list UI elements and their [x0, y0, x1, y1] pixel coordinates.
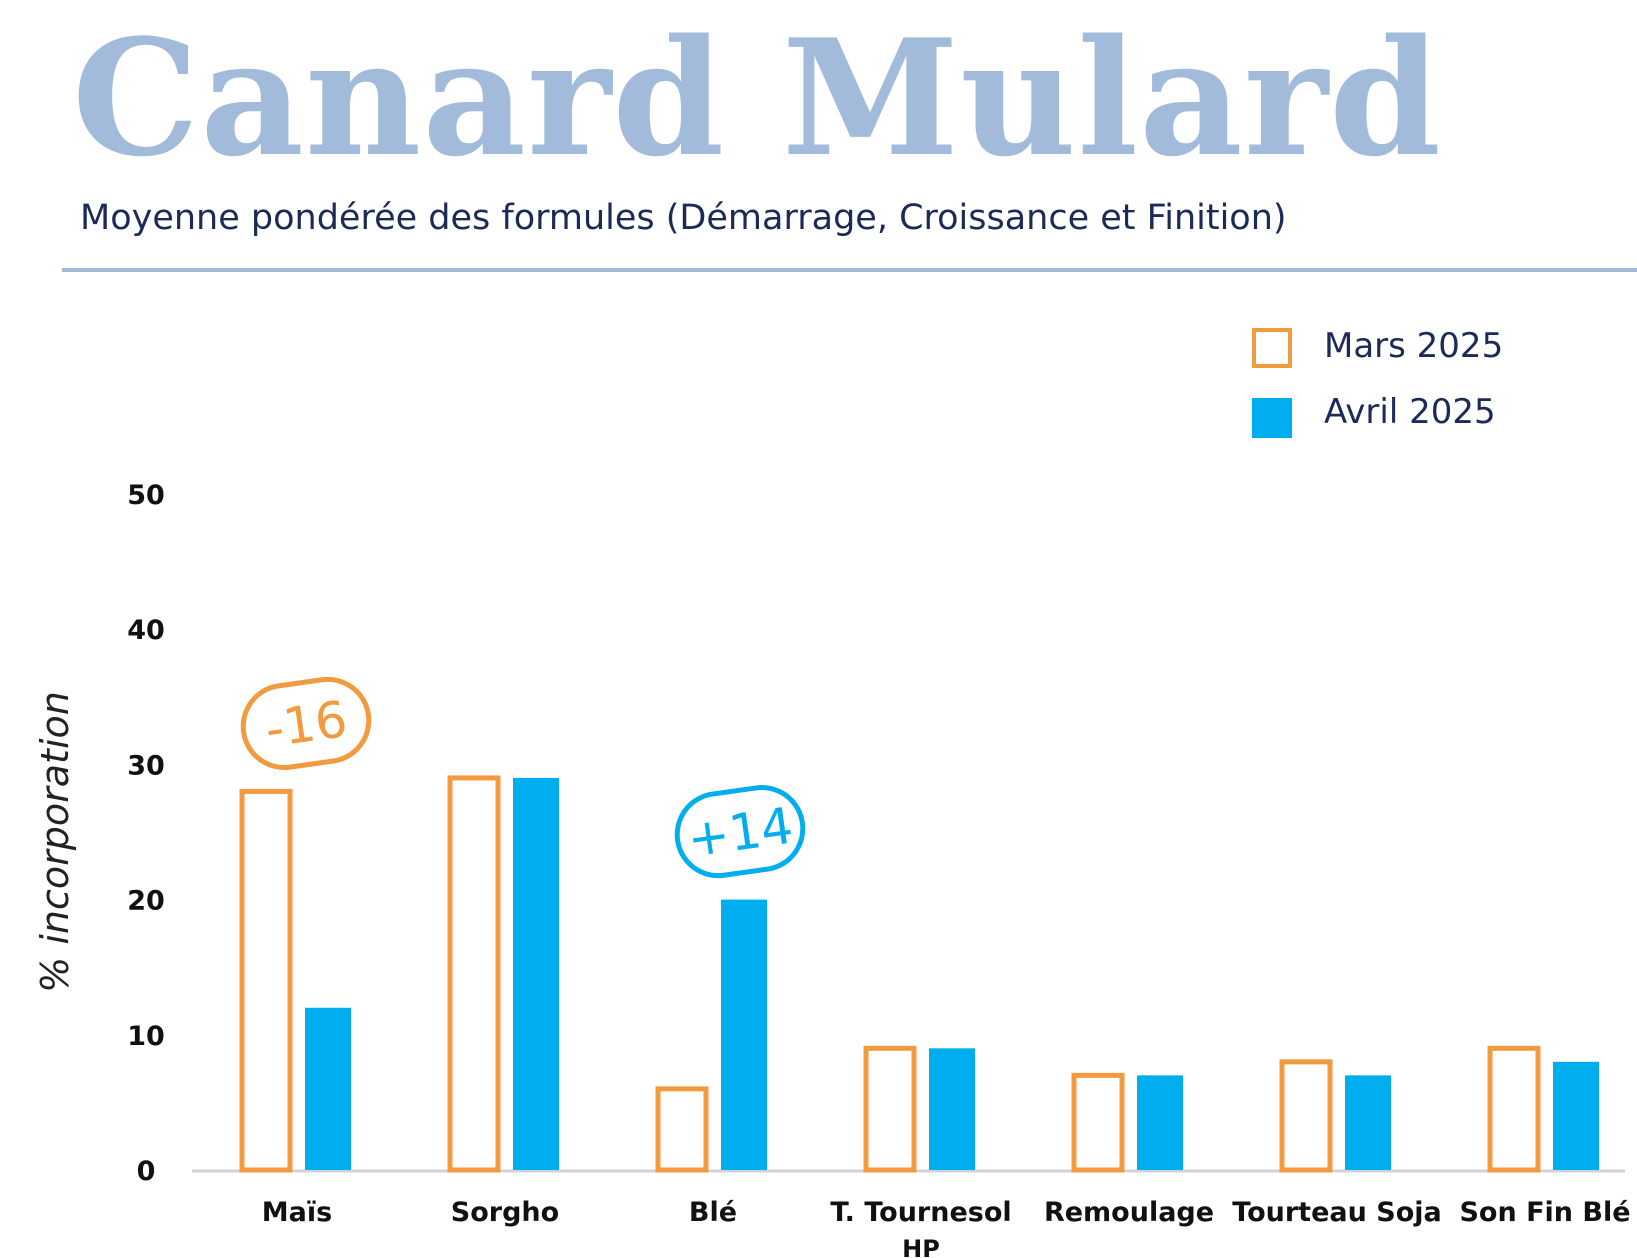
x-tick-label: HP [902, 1235, 940, 1258]
title-divider [62, 268, 1637, 272]
x-tick-label: Remoulage [1044, 1197, 1214, 1228]
x-tick-label: Blé [689, 1197, 737, 1228]
page-subtitle: Moyenne pondérée des formules (Démarrage… [80, 198, 1287, 238]
y-tick-label: 10 [127, 1021, 165, 1052]
legend-swatch-avril [1252, 398, 1292, 438]
legend-label-avril: Avril 2025 [1324, 392, 1496, 432]
y-tick-label: 0 [137, 1156, 156, 1187]
bar-mars [239, 788, 293, 1173]
bar-avril [513, 777, 559, 1170]
bar-avril [1137, 1075, 1183, 1170]
page-title: Canard Mulard [72, 4, 1442, 192]
bar-avril [1553, 1061, 1599, 1170]
legend-swatch-mars [1252, 328, 1292, 368]
y-tick-label: 20 [127, 886, 165, 917]
bar-mars [1487, 1045, 1541, 1173]
bar-mars [447, 775, 501, 1173]
x-tick-label: T. Tournesol [830, 1197, 1011, 1228]
annotation-badge-border [240, 676, 372, 771]
bar-mars [863, 1045, 917, 1173]
annotation-badge: -16 [240, 676, 372, 771]
x-tick-label: Maïs [262, 1197, 332, 1228]
bar-mars [1279, 1059, 1333, 1173]
y-tick-label: 30 [127, 750, 165, 781]
y-tick-label: 50 [127, 480, 165, 511]
bar-avril [929, 1048, 975, 1170]
x-tick-label: Sorgho [451, 1197, 559, 1228]
bar-avril [1345, 1075, 1391, 1170]
y-axis-label: % incorporation [33, 691, 77, 993]
x-tick-label: Son Fin Blé [1459, 1197, 1630, 1228]
y-tick-label: 40 [127, 615, 165, 646]
annotation-badge: +14 [674, 785, 806, 879]
x-tick-label: Tourteau Soja [1232, 1197, 1441, 1228]
bar-mars [1071, 1072, 1125, 1173]
bar-avril [305, 1007, 351, 1170]
annotation-badge-border [674, 785, 806, 879]
bar-mars [655, 1086, 709, 1173]
annotation-label: -16 [262, 690, 351, 759]
legend-label-mars: Mars 2025 [1324, 326, 1504, 366]
bar-avril [721, 899, 767, 1170]
